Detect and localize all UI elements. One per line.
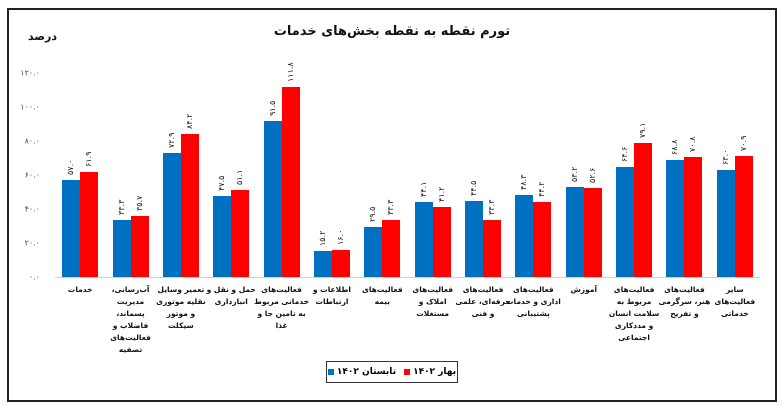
data-label: ۳۳.۳	[116, 199, 126, 216]
data-label: ۷۰.۹	[738, 136, 748, 152]
bar-summer	[565, 186, 584, 277]
y-tick: ۱۲۰.۰	[20, 68, 40, 78]
bar-spring	[533, 201, 552, 277]
legend-item-summer: تابستان ۱۴۰۲	[327, 367, 397, 377]
category-label: فعالیت‌های اداری و خدمات پشتیبانی	[505, 285, 561, 318]
legend-item-spring: بهار ۱۴۰۲	[404, 367, 456, 377]
bar-summer	[112, 220, 131, 277]
data-label: ۶۸.۸	[670, 139, 680, 156]
category-label: فعالیت‌های املاک و مستغلات	[412, 285, 453, 318]
bar-spring	[382, 220, 401, 277]
data-label: ۳۳.۳	[386, 199, 396, 216]
data-label: ۴۱.۲	[436, 186, 446, 202]
y-tick: ۱۰۰.۰	[20, 102, 40, 112]
bar-summer	[465, 201, 484, 277]
bar-spring	[80, 171, 99, 277]
bar-summer	[213, 196, 232, 277]
bar-summer	[716, 169, 735, 277]
legend-label-spring: بهار ۱۴۰۲	[413, 367, 457, 377]
data-label: ۴۴.۲	[537, 181, 547, 197]
data-label: ۴۴.۱	[418, 181, 428, 198]
category-label: فعالیت‌های هنر، سرگرمی و تفریح	[658, 285, 711, 318]
legend-label-summer: تابستان ۱۴۰۲	[336, 367, 397, 377]
data-label: ۷۹.۱	[638, 122, 648, 138]
data-label: ۵۳.۲	[569, 166, 579, 182]
bar-summer	[666, 160, 685, 277]
plot-area: ۵۷.۰ ۶۱.۹ ۳۳.۳ ۳۵.۷ ۷۲.۹ ۸۴.۲ ۴۷.۵ ۵۱.۱ ۹۱.۵ ۱۱۱.…	[55, 62, 760, 277]
bar-spring	[432, 206, 451, 277]
bar-summer	[515, 194, 534, 277]
y-tick: ۰.۰	[28, 272, 40, 282]
data-label: ۳۳.۳	[487, 199, 497, 216]
y-tick: ۴۰.۰	[24, 204, 40, 214]
category-label: آموزش	[570, 285, 598, 294]
y-tick: ۲۰.۰	[24, 238, 40, 248]
data-label: ۱۱۱.۸	[285, 62, 295, 82]
category-label: سایر فعالیت‌های خدماتی	[714, 285, 756, 318]
data-label: ۴۷.۵	[217, 175, 227, 192]
category-label: تعمیر وسایل نقلیه موتوری و موتور سیکلت	[156, 285, 206, 330]
category-label: فعالیت‌های بیمه	[361, 285, 403, 306]
bar-summer	[162, 153, 181, 277]
data-label: ۱۵.۲	[317, 230, 327, 247]
bar-spring	[634, 142, 653, 277]
bar-summer	[62, 180, 81, 277]
bar-summer	[414, 202, 433, 277]
category-label: خدمات	[67, 285, 93, 294]
bar-spring	[331, 249, 350, 277]
y-tick: ۸۰.۰	[24, 136, 40, 146]
bar-spring	[583, 187, 602, 277]
bar-spring	[231, 190, 250, 277]
category-label: فعالیت‌های حرفه‌ای، علمی و فنی	[455, 285, 511, 318]
category-label: اطلاعات و ارتباطات	[312, 285, 351, 306]
data-label: ۸۴.۲	[184, 113, 194, 129]
category-label: آب‌رسانی، مدیریت پسماند، فاضلاب و فعالیت…	[110, 285, 151, 354]
legend-swatch-blue	[327, 369, 334, 375]
data-label: ۴۸.۳	[519, 174, 529, 190]
data-label: ۲۹.۵	[368, 206, 378, 222]
bar-spring	[684, 156, 703, 277]
bar-summer	[364, 226, 383, 277]
y-tick: ۶۰.۰	[24, 170, 40, 180]
bar-spring	[281, 86, 300, 277]
data-label: ۱۶.۰	[335, 229, 345, 245]
bar-spring	[180, 133, 199, 277]
data-label: ۷۲.۹	[166, 132, 176, 149]
data-label: ۵۲.۶	[587, 167, 597, 183]
data-label: ۶۴.۶	[620, 146, 630, 163]
data-label: ۷۰.۸	[688, 136, 698, 152]
data-label: ۶۱.۹	[84, 151, 94, 167]
category-label: فعالیت‌های مربوط به سلامت انسان و مددکار…	[608, 285, 660, 342]
legend: بهار ۱۴۰۲ تابستان ۱۴۰۲	[326, 361, 458, 383]
category-label: حمل و نقل و انبارداری	[206, 285, 256, 306]
data-label: ۵۷.۰	[66, 159, 76, 176]
legend-swatch-red	[404, 369, 411, 375]
category-label: فعالیت‌های خدماتی مربوط به تامین جا و غذ…	[254, 285, 310, 330]
x-axis-line	[55, 277, 760, 278]
bar-summer	[616, 167, 635, 277]
data-label: ۴۴.۵	[469, 180, 479, 197]
y-axis-label: درصد	[28, 30, 57, 43]
data-label: ۶۳.۰	[720, 149, 730, 165]
bar-spring	[734, 156, 753, 277]
bar-summer	[313, 251, 332, 277]
bar-spring	[483, 220, 502, 277]
bar-summer	[263, 121, 282, 277]
data-label: ۳۵.۷	[134, 195, 144, 212]
chart-frame	[7, 8, 777, 402]
bar-spring	[130, 216, 149, 277]
data-label: ۹۱.۵	[267, 101, 277, 117]
data-label: ۵۱.۱	[235, 169, 245, 186]
chart-title: تورم نقطه به نقطه بخش‌های خدمات	[273, 24, 511, 39]
